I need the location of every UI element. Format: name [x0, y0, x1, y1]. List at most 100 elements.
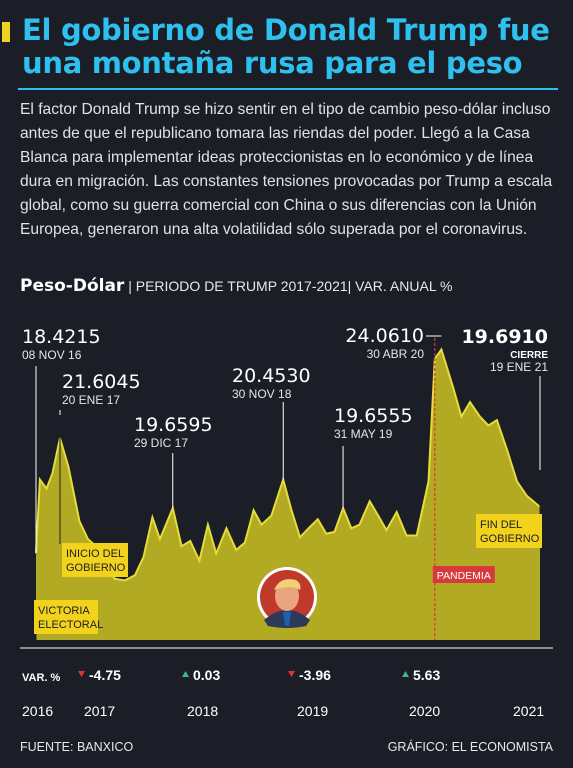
data-point [151, 516, 154, 519]
annotation-date: 31 MAY 19 [334, 427, 393, 441]
up-arrow-icon [402, 671, 409, 677]
annotation-value: 18.4215 [22, 326, 101, 348]
data-point [67, 466, 70, 468]
event-inicio-box [62, 543, 128, 577]
annotation-cierre-label: CIERRE [510, 350, 548, 361]
var-value: -3.96 [299, 667, 331, 683]
annotation-date: 19 ENE 21 [490, 360, 548, 374]
chart-header-bold: Peso-Dólar [20, 276, 125, 296]
x-tick-label: 2020 [409, 703, 440, 719]
data-point [180, 545, 183, 548]
data-point [207, 523, 209, 526]
data-point [460, 415, 463, 418]
portrait-tie [283, 612, 291, 626]
event-victoria-text: ELECTORAL [38, 619, 103, 631]
data-point [307, 527, 310, 530]
data-point [78, 520, 81, 522]
annotation-date: 30 NOV 18 [232, 387, 292, 401]
data-point [299, 536, 301, 539]
data-point [113, 577, 116, 580]
data-point [316, 518, 319, 521]
event-pandemia-box [432, 566, 495, 583]
title-accent-bar [2, 22, 10, 42]
footer-source: FUENTE: BANXICO [20, 740, 134, 754]
event-inicio-text: INICIO DEL [66, 548, 124, 560]
data-point [123, 579, 126, 582]
data-point [405, 534, 408, 537]
data-point [142, 556, 145, 558]
footer-credit: GRÁFICO: EL ECONOMISTA [387, 740, 553, 754]
data-point [526, 495, 528, 497]
event-fin-text: GOBIERNO [480, 533, 540, 545]
event-fin-box [476, 514, 542, 548]
intro-paragraph: El factor Donald Trump se hizo sentir en… [20, 101, 553, 238]
data-point [87, 538, 89, 540]
data-point [235, 549, 238, 551]
x-tick-label: 2018 [187, 703, 218, 719]
down-arrow-icon [78, 671, 85, 677]
event-fin-text: FIN DEL [480, 519, 522, 531]
event-victoria-text: VICTORIA [38, 605, 90, 617]
data-point [270, 514, 273, 517]
data-point [39, 478, 41, 481]
x-tick-label: 2021 [513, 703, 544, 719]
data-point [51, 472, 54, 475]
annotation-value: 19.6595 [134, 414, 213, 436]
var-row-label: VAR. % [22, 672, 61, 684]
data-point [198, 559, 201, 562]
data-point [290, 509, 293, 512]
data-point [325, 532, 328, 535]
data-point [377, 514, 380, 517]
data-point [225, 527, 228, 530]
data-point [350, 527, 353, 530]
data-point [385, 529, 388, 531]
x-tick-label: 2019 [297, 703, 328, 719]
data-point [252, 509, 255, 512]
page-title: El gobierno de Donald Trump fue una mont… [22, 13, 550, 80]
portrait-hair [274, 579, 301, 590]
data-point [452, 386, 455, 389]
event-victoria-box [34, 600, 98, 634]
annotation-date: 29 DIC 17 [134, 436, 188, 450]
data-point [496, 419, 498, 421]
title-rule [18, 88, 558, 90]
annotation-value: 24.0610 [345, 325, 424, 347]
annotation-value: 19.6555 [334, 405, 413, 427]
up-arrow-icon [182, 671, 189, 677]
portrait-face [275, 581, 299, 611]
area-fill [36, 349, 540, 640]
event-pandemia-text: PANDEMIA [437, 570, 491, 582]
var-value: -4.75 [89, 667, 121, 683]
annotation-date: 08 NOV 16 [22, 348, 82, 362]
var-value: 5.63 [413, 667, 440, 683]
data-point [159, 538, 161, 540]
data-point [469, 401, 471, 403]
data-point [134, 574, 136, 576]
data-point [333, 531, 336, 533]
event-inicio-text: GOBIERNO [66, 562, 126, 574]
annotation-value: 21.6045 [62, 371, 141, 393]
data-point [45, 487, 48, 490]
data-point [260, 523, 263, 526]
data-point [440, 348, 443, 351]
down-arrow-icon [288, 671, 295, 677]
chart-header-rest: | PERIODO DE TRUMP 2017-2021| VAR. ANUAL… [124, 278, 453, 294]
data-point [479, 415, 481, 418]
chart-header: Peso-Dólar | PERIODO DE TRUMP 2017-2021|… [20, 276, 560, 296]
x-tick-label: 2016 [22, 703, 53, 719]
data-point [368, 500, 371, 503]
annotation-date: 30 ABR 20 [367, 347, 425, 361]
data-point [487, 424, 490, 427]
data-point [505, 448, 508, 450]
annotation-date: 20 ENE 17 [62, 393, 120, 407]
var-value: 0.03 [193, 667, 220, 683]
trump-portrait [257, 567, 317, 628]
annotation-value: 20.4530 [232, 365, 311, 387]
data-point [358, 523, 361, 526]
x-tick-label: 2017 [84, 703, 115, 719]
data-point [415, 534, 418, 537]
data-point [427, 480, 430, 483]
data-point [189, 540, 191, 542]
data-point [215, 552, 217, 555]
